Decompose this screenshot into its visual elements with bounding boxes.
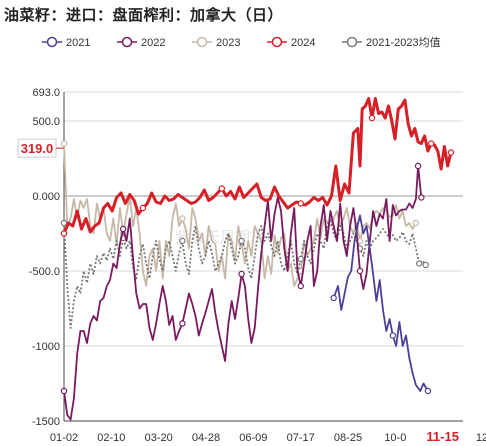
current-value-label: 319.0 [21,141,54,156]
series-point-2021-2023均值-110 [422,261,429,269]
series-point-2023-0 [60,140,68,147]
x-tick-label-2: 03-20 [145,432,173,444]
legend-marker-1 [121,36,133,48]
series-point-2024-18 [139,204,147,212]
series-point-2022-109 [418,194,425,201]
series-point-2021-2023均值-108 [415,260,423,267]
legend-label-2: 2023 [216,37,240,49]
series-point-2022-36 [179,320,186,327]
series-point-2022-0 [60,387,68,395]
series-point-2021-28 [424,387,432,395]
x-tick-label-7: 10-0 [384,432,406,444]
x-tick-label-8: 11-15 [426,429,459,444]
legend-label-0: 2021 [66,37,90,49]
series-point-2024-96 [447,149,455,156]
series-point-2022-108 [414,162,422,170]
y-tick-label-0: 693.0 [32,87,60,99]
series-point-2024-36 [218,185,226,192]
series-point-2021-0 [330,294,337,302]
series-point-2021-2023均值-72 [297,255,304,263]
series-point-2022-54 [238,270,245,278]
callout-group: 319.0 [17,138,64,158]
series-point-2021-18 [389,332,397,339]
series-group [60,97,455,421]
y-tick-label-2: 0.000 [32,191,60,203]
y-tick-label-5: -1500 [32,416,60,428]
series-line-2021 [332,214,429,392]
legend-label-1: 2022 [141,37,165,49]
chart-title: 油菜籽：进口：盘面榨利：加拿大（日） [4,6,284,24]
series-point-2024-54 [297,200,304,207]
series-line-2021-2023均值 [63,217,427,329]
series-point-2023-36 [179,215,186,222]
series-point-2024-72 [368,114,376,122]
y-tick-label-3: -500.0 [29,266,60,278]
legend-marker-2 [196,36,208,48]
series-line-2022 [63,165,423,421]
y-tick-label-4: -1000 [32,341,60,353]
series-point-2022-90 [356,267,364,275]
series-point-2021-2023均值-54 [238,237,245,245]
legend-label-4: 2021-2023均值 [366,36,441,49]
legend-marker-0 [46,36,58,48]
series-point-2024-0 [60,230,68,237]
x-tick-label-3: 04-28 [192,432,220,444]
x-tick-label-6: 08-25 [334,432,362,444]
series-line-2024 [62,97,453,235]
series-point-2023-107 [412,219,420,227]
legend-label-3: 2024 [291,37,315,49]
series-point-2021-2023均值-0 [60,219,68,227]
legend: 2021 2022 2023 2024 2021-2023均值 [42,36,441,49]
x-tick-label-5: 07-17 [287,432,315,444]
x-tick-label-9: 12-31 [476,432,486,444]
x-tick-label-0: 01-02 [50,432,78,444]
series-point-2022-72 [297,282,304,290]
x-tick-label-4: 06-09 [239,432,267,444]
series-point-2022-18 [119,225,127,233]
legend-marker-4 [346,36,358,48]
series-point-2021-2023均值-36 [179,237,186,245]
legend-marker-3 [271,36,283,48]
series-point-2024-90 [428,140,435,147]
x-tick-label-1: 02-10 [97,432,125,444]
y-tick-label-1: 500.0 [32,116,60,128]
